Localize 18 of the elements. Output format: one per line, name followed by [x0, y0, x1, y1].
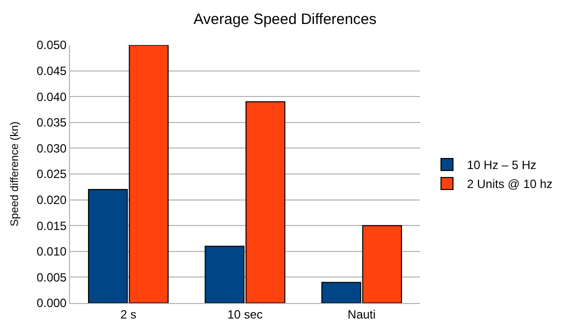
- y-tick-label: 0.040: [36, 90, 67, 104]
- y-tick-label: 0.050: [36, 38, 67, 52]
- chart-title: Average Speed Differences: [194, 10, 376, 28]
- y-tick-label: 0.025: [36, 167, 67, 182]
- y-tick-label: 0.045: [36, 64, 67, 78]
- y-axis-title: Speed difference (kn): [9, 122, 22, 226]
- y-tick-label: 0.015: [36, 218, 67, 233]
- x-tick-label: Nauti: [348, 307, 376, 322]
- x-tick-label: 10 sec: [227, 307, 263, 322]
- y-tick-label: 0.005: [36, 270, 67, 284]
- legend-label: 10 Hz – 5 Hz: [467, 158, 536, 172]
- y-tick-label: 0.020: [36, 193, 67, 207]
- y-tick-label: 0.035: [36, 116, 67, 130]
- y-tick-label: 0.010: [36, 244, 67, 259]
- y-tick-label: 0.000: [36, 296, 67, 310]
- y-tick-label: 0.030: [36, 141, 67, 156]
- legend-label: 2 Units @ 10 hz: [467, 177, 553, 192]
- x-tick-label: 2 s: [120, 307, 136, 322]
